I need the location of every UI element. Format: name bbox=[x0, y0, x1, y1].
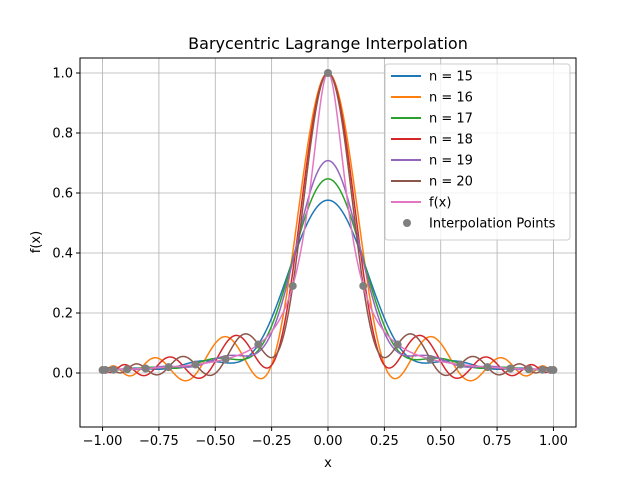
x-tick-label: 0.50 bbox=[426, 434, 455, 449]
x-tick-label: 0.00 bbox=[314, 434, 343, 449]
interpolation-point bbox=[456, 360, 465, 369]
interpolation-point bbox=[506, 364, 515, 373]
y-tick-label: 0.0 bbox=[52, 367, 73, 382]
interpolation-point bbox=[164, 363, 173, 372]
interpolation-point bbox=[359, 281, 368, 290]
interpolation-point bbox=[546, 365, 555, 374]
y-tick-label: 0.8 bbox=[52, 127, 73, 142]
y-tick-label: 0.6 bbox=[52, 187, 73, 202]
x-axis-title: x bbox=[324, 456, 332, 471]
interpolation-point bbox=[109, 365, 118, 374]
interpolation-point bbox=[524, 365, 533, 374]
legend-label: f(x) bbox=[429, 196, 451, 211]
y-axis-title: f(x) bbox=[29, 231, 44, 253]
legend-label: n = 15 bbox=[429, 70, 473, 85]
x-tick-label: −0.25 bbox=[252, 434, 292, 449]
interpolation-point bbox=[191, 360, 200, 369]
y-tick-label: 0.2 bbox=[52, 307, 73, 322]
x-tick-label: −1.00 bbox=[83, 434, 123, 449]
legend-box bbox=[384, 63, 571, 241]
legend-marker bbox=[403, 219, 411, 227]
chart-title: Barycentric Lagrange Interpolation bbox=[188, 34, 468, 53]
legend-label: n = 18 bbox=[429, 133, 473, 148]
ticks: −1.00 −0.75 −0.50 −0.25 0.00 0.25 0.50 0.75 1.00… bbox=[52, 67, 568, 450]
plot-area bbox=[98, 69, 558, 382]
legend-label: n = 20 bbox=[429, 175, 473, 190]
legend-label: Interpolation Points bbox=[429, 217, 556, 232]
interpolation-point bbox=[324, 69, 332, 77]
interpolation-point bbox=[254, 340, 263, 349]
interpolation-point bbox=[98, 366, 107, 375]
interpolation-point bbox=[288, 281, 297, 290]
legend: n = 15 n = 16 n = 17 n = 18 n = 19 n = 20 f(x)… bbox=[384, 63, 571, 241]
x-tick-label: −0.75 bbox=[139, 434, 179, 449]
x-tick-label: 1.00 bbox=[539, 434, 568, 449]
y-tick-label: 1.0 bbox=[52, 67, 73, 82]
interpolation-point bbox=[538, 365, 547, 374]
legend-label: n = 17 bbox=[429, 112, 473, 127]
x-tick-label: 0.75 bbox=[483, 434, 512, 449]
interpolation-point bbox=[221, 355, 230, 364]
y-tick-label: 0.4 bbox=[52, 247, 73, 262]
x-tick-label: −0.50 bbox=[195, 434, 235, 449]
x-tick-label: 0.25 bbox=[370, 434, 399, 449]
interpolation-point bbox=[426, 355, 435, 364]
series-line-n-17 bbox=[102, 178, 554, 371]
interpolation-point bbox=[123, 365, 132, 374]
interpolation-point bbox=[393, 340, 402, 349]
interpolation-point bbox=[141, 364, 150, 373]
interpolation-point bbox=[483, 363, 492, 372]
legend-label: n = 19 bbox=[429, 154, 473, 169]
legend-label: n = 16 bbox=[429, 91, 473, 106]
